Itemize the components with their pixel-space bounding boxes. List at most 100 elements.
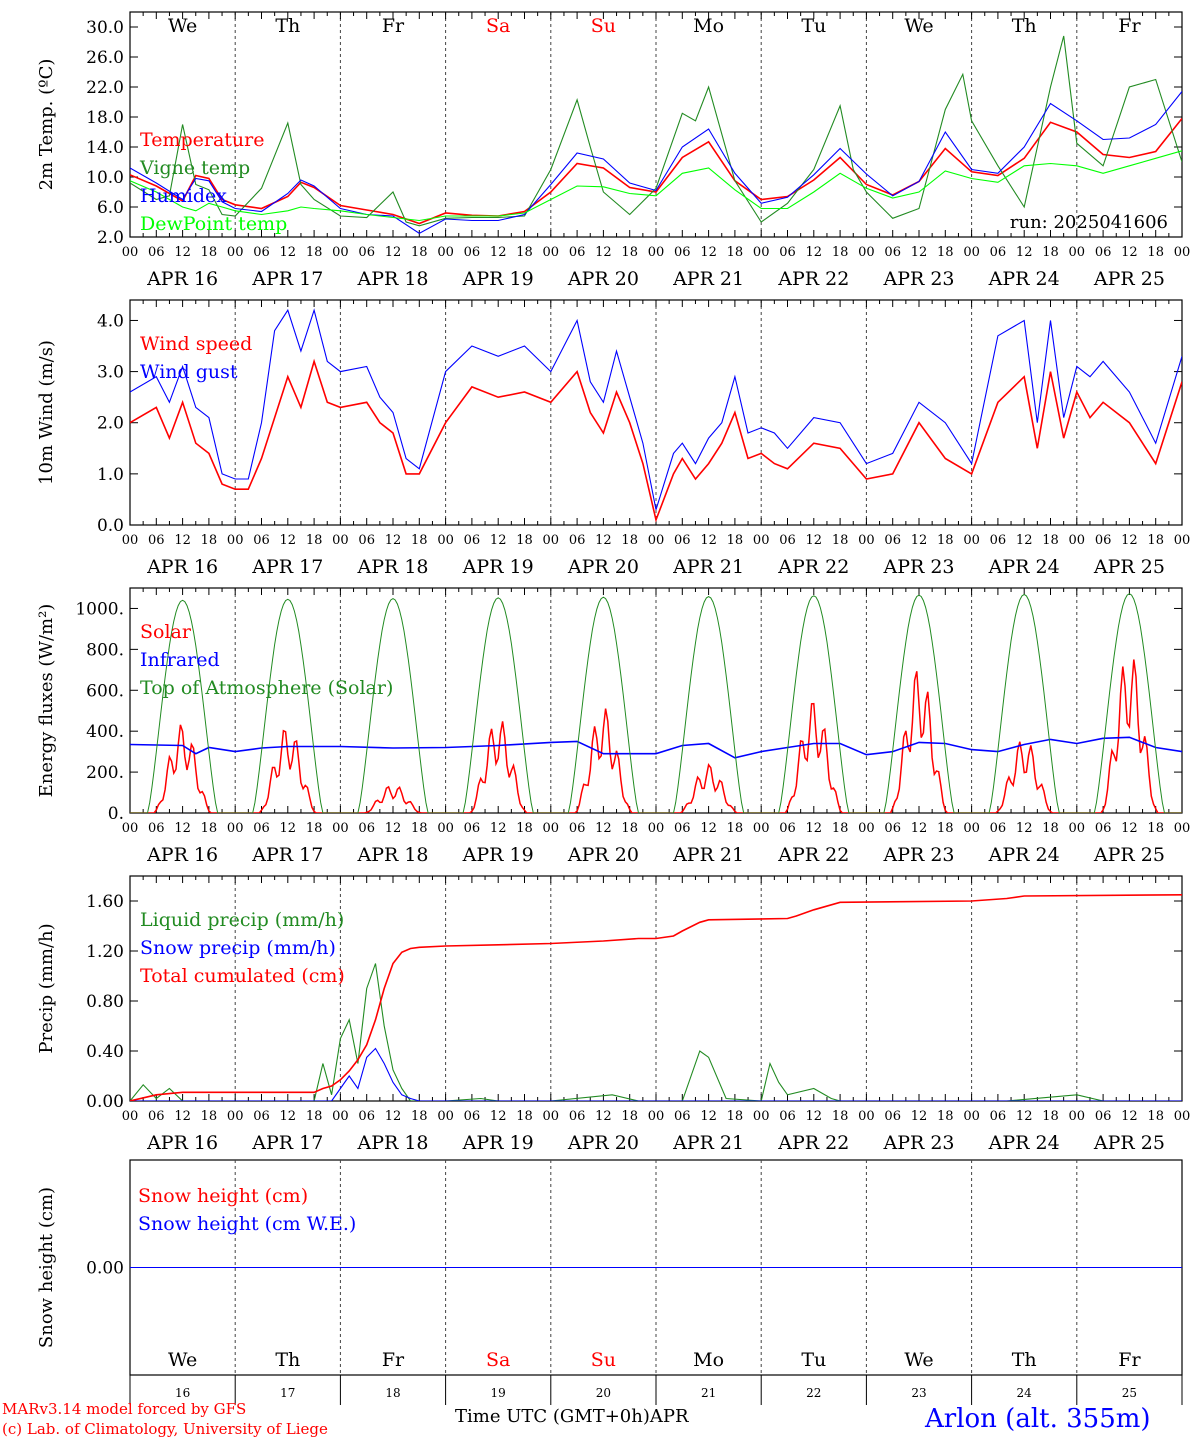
hour-tick-label: 18: [621, 1109, 638, 1124]
hour-tick-label: 06: [253, 821, 270, 836]
hour-tick-label: 12: [1016, 533, 1033, 548]
weekday-label: Fr: [1118, 15, 1141, 37]
day-tick-label: APR 22: [777, 556, 849, 578]
day-tick-label: APR 21: [672, 556, 744, 578]
weekday-label: Th: [275, 1349, 300, 1371]
hour-tick-label: 00: [753, 1109, 770, 1124]
hour-tick-label: 00: [122, 245, 139, 260]
day-tick-label: APR 16: [146, 268, 218, 290]
legend-entry: Top of Atmosphere (Solar): [140, 677, 393, 699]
day-tick-label: APR 19: [462, 268, 534, 290]
hour-tick-label: 06: [674, 245, 691, 260]
y-axis-label: Precip (mm/h): [36, 923, 57, 1053]
legend-entry: Wind speed: [140, 333, 252, 355]
hour-tick-label: 06: [358, 821, 375, 836]
hour-tick-label: 12: [490, 533, 507, 548]
hour-tick-label: 12: [490, 245, 507, 260]
series-dewpoint-temp: [130, 150, 1182, 222]
y-tick-label: 400.: [86, 722, 124, 742]
day-tick-label: APR 21: [672, 1132, 744, 1154]
hour-tick-label: 00: [1069, 245, 1086, 260]
hour-tick-label: 12: [385, 821, 402, 836]
hour-tick-label: 18: [937, 1109, 954, 1124]
legend-entry: Snow height (cm): [138, 1185, 308, 1207]
day-tick-label: APR 18: [356, 1132, 428, 1154]
hour-tick-label: 00: [648, 245, 665, 260]
hour-tick-label: 18: [1147, 245, 1164, 260]
y-tick-label: 2.0: [97, 414, 124, 434]
hour-tick-label: 06: [358, 1109, 375, 1124]
hour-tick-label: 18: [937, 821, 954, 836]
hour-tick-label: 18: [516, 1109, 533, 1124]
legend-entry: Total cumulated (cm): [140, 965, 345, 987]
hour-tick-label: 06: [464, 245, 481, 260]
hour-tick-label: 12: [806, 245, 823, 260]
hour-tick-label: 00: [753, 533, 770, 548]
legend-entry: Liquid precip (mm/h): [140, 909, 344, 931]
x-axis-month: APR: [649, 1406, 689, 1427]
hour-tick-label: 06: [674, 533, 691, 548]
hour-tick-label: 18: [411, 245, 428, 260]
hour-tick-label: 12: [1121, 821, 1138, 836]
y-tick-label: 0.80: [86, 992, 124, 1012]
hour-tick-label: 00: [122, 1109, 139, 1124]
hour-tick-label: 18: [1042, 245, 1059, 260]
hour-tick-label: 06: [464, 533, 481, 548]
y-tick-label: 1.60: [86, 892, 124, 912]
hour-tick-label: 18: [201, 533, 218, 548]
legend-entry: Wind gust: [140, 361, 238, 383]
weekday-label: Mo: [693, 15, 724, 37]
day-number-label: 18: [385, 1386, 400, 1400]
legend-entry: Temperature: [140, 129, 264, 151]
hour-tick-label: 00: [332, 821, 349, 836]
y-tick-label: 800.: [86, 640, 124, 660]
hour-tick-label: 00: [648, 533, 665, 548]
weekday-label: Su: [591, 1349, 616, 1371]
series-solar: [130, 659, 1182, 813]
hour-tick-label: 06: [884, 533, 901, 548]
day-number-label: 21: [701, 1386, 716, 1400]
hour-tick-label: 18: [201, 821, 218, 836]
hour-tick-label: 00: [1069, 533, 1086, 548]
hour-tick-label: 06: [674, 821, 691, 836]
hour-tick-label: 06: [884, 1109, 901, 1124]
hour-tick-label: 00: [332, 245, 349, 260]
y-tick-label: 3.0: [97, 363, 124, 383]
hour-tick-label: 00: [437, 245, 454, 260]
day-tick-label: APR 19: [462, 556, 534, 578]
hour-tick-label: 12: [174, 821, 191, 836]
day-tick-label: APR 17: [251, 844, 323, 866]
day-tick-label: APR 24: [988, 268, 1060, 290]
hour-tick-label: 06: [569, 821, 586, 836]
hour-tick-label: 18: [621, 821, 638, 836]
hour-tick-label: 12: [280, 533, 297, 548]
series-temperature: [130, 118, 1182, 225]
day-number-label: 22: [806, 1386, 821, 1400]
run-label: run: 2025041606: [1010, 212, 1168, 233]
hour-tick-label: 06: [148, 245, 165, 260]
day-number-label: 20: [596, 1386, 611, 1400]
hour-tick-label: 00: [753, 821, 770, 836]
hour-tick-label: 00: [858, 533, 875, 548]
hour-tick-label: 00: [543, 245, 560, 260]
weekday-label: Fr: [382, 1349, 405, 1371]
hour-tick-label: 18: [1042, 821, 1059, 836]
day-number-label: 19: [491, 1386, 506, 1400]
hour-tick-label: 00: [543, 533, 560, 548]
day-tick-label: APR 25: [1093, 268, 1165, 290]
weekday-label: Th: [1012, 1349, 1037, 1371]
weekday-label: Th: [1012, 15, 1037, 37]
hour-tick-label: 06: [569, 1109, 586, 1124]
day-tick-label: APR 21: [672, 844, 744, 866]
hour-tick-label: 18: [832, 1109, 849, 1124]
legend-entry: Infrared: [140, 649, 220, 671]
legend-entry: Snow precip (mm/h): [140, 937, 336, 959]
hour-tick-label: 18: [516, 533, 533, 548]
hour-tick-label: 18: [411, 1109, 428, 1124]
weekday-label: Su: [591, 15, 616, 37]
day-tick-label: APR 18: [356, 844, 428, 866]
hour-tick-label: 00: [963, 533, 980, 548]
hour-tick-label: 12: [700, 245, 717, 260]
y-tick-label: 30.0: [86, 18, 124, 38]
y-tick-label: 1.0: [97, 465, 124, 485]
